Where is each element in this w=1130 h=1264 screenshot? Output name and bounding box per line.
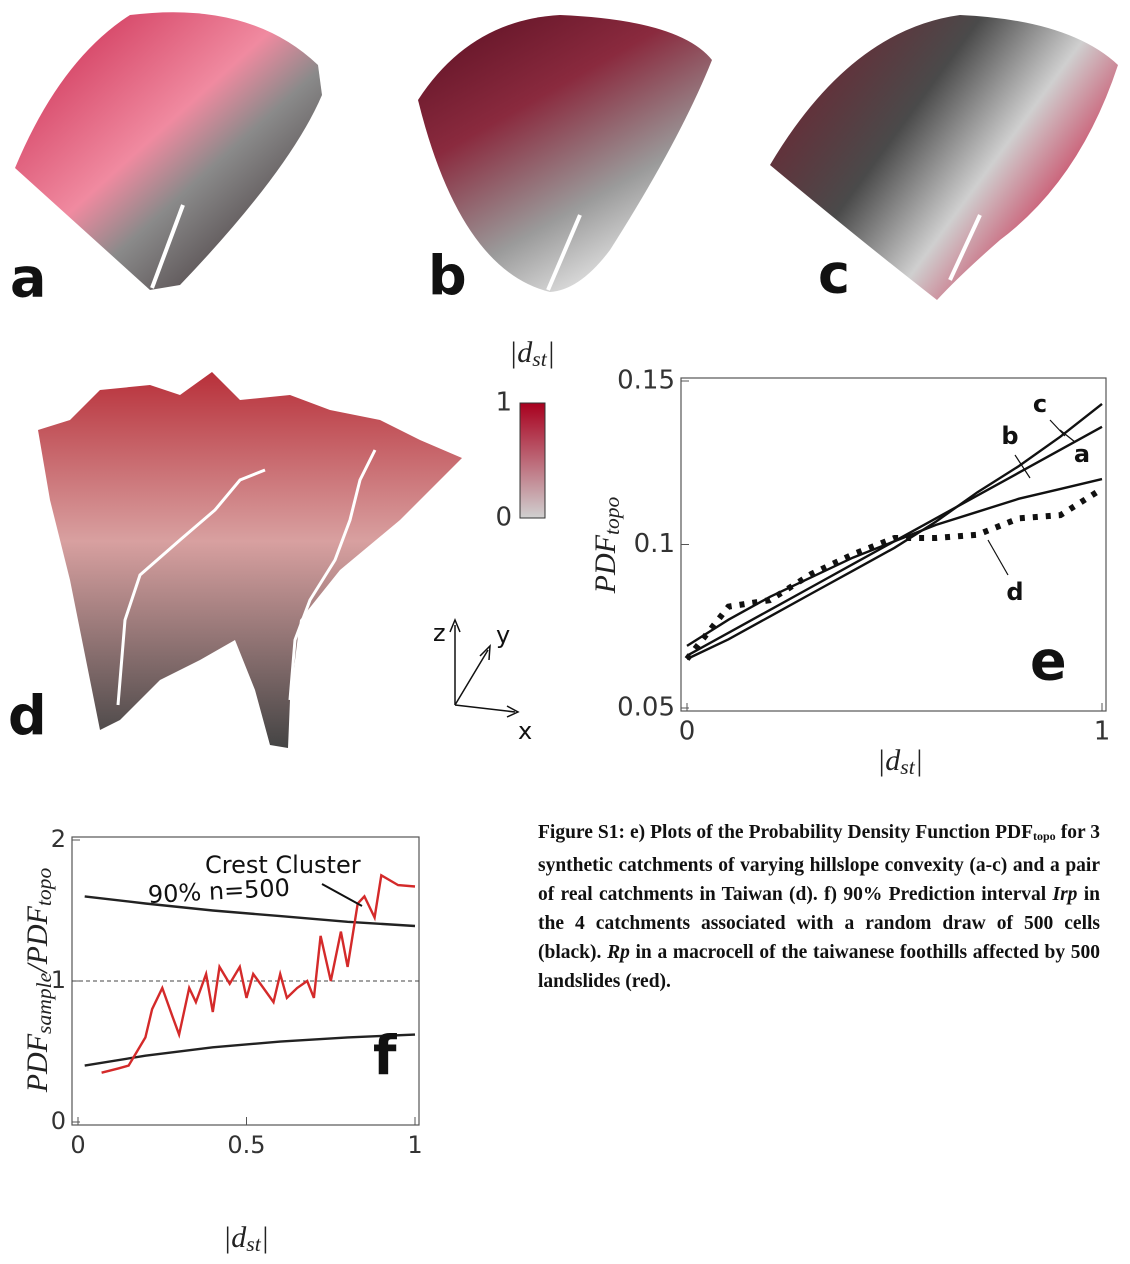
colorbar <box>520 403 545 518</box>
colorbar-title: |dst| <box>509 336 555 371</box>
caption-text: Figure S1: e) Plots of the Probability D… <box>538 822 1033 843</box>
label-part: | <box>547 336 555 369</box>
panel-letter: e <box>1030 630 1067 693</box>
caption-text: Irp <box>1053 884 1078 905</box>
data-line <box>85 1035 415 1066</box>
figure: abcd|dst|01zyx0.050.10.1501|dst|PDFtopoa… <box>0 0 1130 1264</box>
terrain-d <box>38 372 462 748</box>
y-tick-label: 0.05 <box>617 693 675 723</box>
caption-text: Rp <box>607 942 630 963</box>
caption: Figure S1: e) Plots of the Probability D… <box>538 818 1100 996</box>
label-part: st <box>532 347 547 371</box>
y-tick-label: 2 <box>51 825 66 853</box>
series-label: c <box>1033 390 1047 418</box>
y-tick-label: 0.1 <box>634 529 675 559</box>
colorbar-tick: 1 <box>495 388 512 418</box>
axis-name: x <box>518 717 532 745</box>
panel-letter: a <box>10 247 46 310</box>
panel-letter: f <box>373 1025 397 1088</box>
x-tick-label: 0 <box>70 1131 85 1159</box>
label-part: sample <box>32 972 56 1034</box>
label-part: PDF <box>589 534 622 594</box>
label-part: |d <box>223 1221 247 1254</box>
panel-letter: c <box>818 243 850 306</box>
label-part: st <box>246 1232 261 1256</box>
x-tick-label: 0.5 <box>227 1131 265 1159</box>
label-part: topo <box>600 496 624 535</box>
label-part: |d <box>877 744 901 777</box>
series-label: d <box>1006 578 1023 606</box>
caption-text: topo <box>1033 829 1056 843</box>
y-axis-label: PDFtopo <box>589 496 624 594</box>
label-part: | <box>261 1221 269 1254</box>
leader-line <box>1050 420 1065 436</box>
x-tick-label: 0 <box>679 717 696 747</box>
label-part: st <box>900 755 915 779</box>
annotation: 90% n=500 <box>147 874 290 909</box>
axis-name: y <box>496 621 510 649</box>
y-tick-label: 0.15 <box>617 366 675 396</box>
series-label: b <box>1001 422 1018 450</box>
x-tick-label: 1 <box>407 1131 422 1159</box>
label-part: | <box>915 744 923 777</box>
y-axis-label: PDFsample/PDFtopo <box>21 868 56 1094</box>
label-part: topo <box>32 868 56 907</box>
leader-line <box>322 884 362 906</box>
panel-letter: b <box>428 245 467 308</box>
x-axis-label: |dst| <box>877 744 923 779</box>
series-label: a <box>1074 440 1090 468</box>
leader-line <box>988 540 1008 575</box>
label-part: PDF <box>21 1033 54 1093</box>
figure-canvas: abcd|dst|01zyx0.050.10.1501|dst|PDFtopoa… <box>0 0 1130 1264</box>
y-tick-label: 0 <box>51 1107 66 1135</box>
colorbar-tick: 0 <box>495 503 512 533</box>
label-part: |d <box>509 336 533 369</box>
axis-name: z <box>433 619 446 647</box>
label-part: /PDF <box>21 905 54 974</box>
x-axis-label: |dst| <box>223 1221 269 1256</box>
panel-letter: d <box>8 685 47 748</box>
x-tick-label: 1 <box>1094 717 1111 747</box>
